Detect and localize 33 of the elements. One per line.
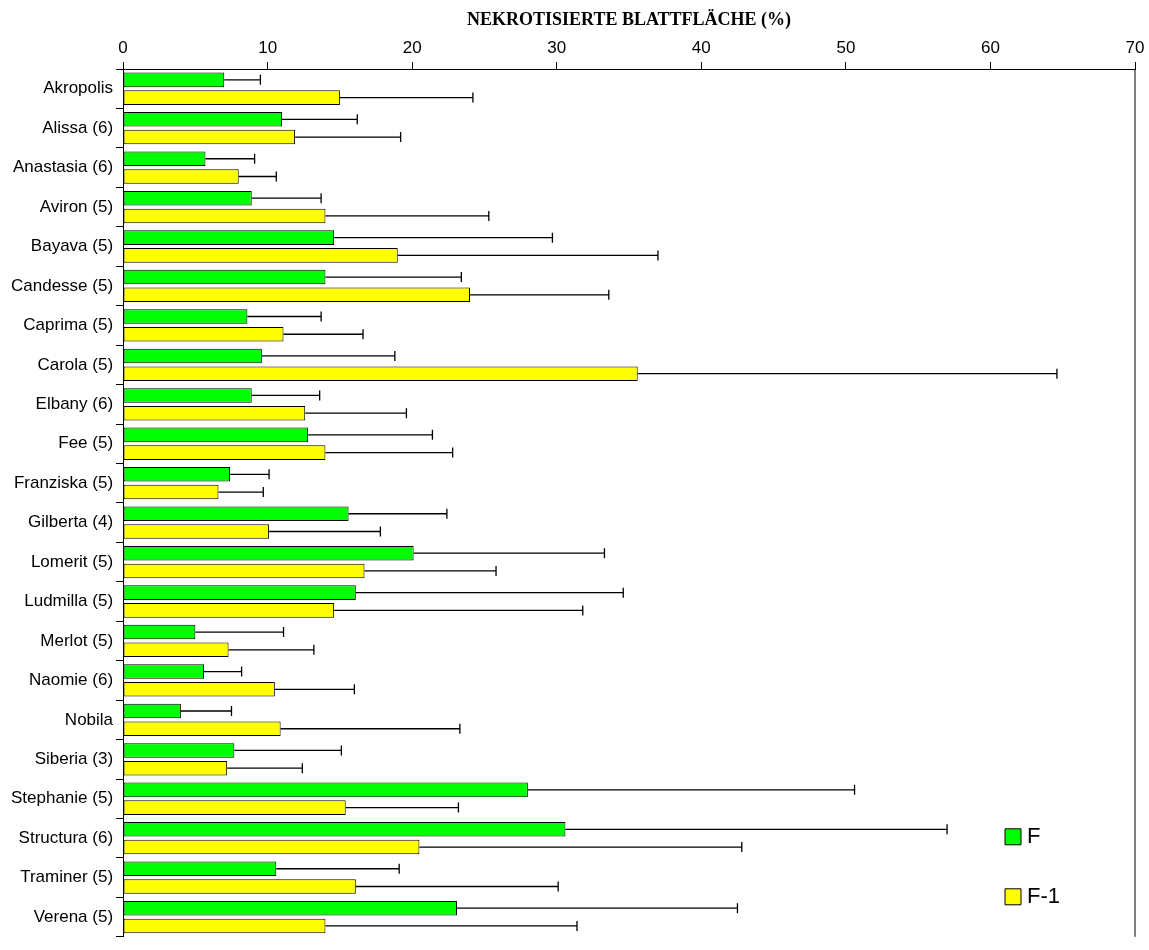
y-tick-label: Franziska (5) [13, 472, 114, 492]
y-tick-label: Nobila [64, 709, 114, 729]
x-tick-label: 20 [402, 38, 422, 58]
y-tick-label: Gilberta (4) [28, 512, 114, 532]
legend-label: F-1 [1027, 882, 1060, 908]
x-axis-title: NEKROTISIERTE BLATTFLÄCHE (%) [466, 9, 792, 31]
x-tick-label: 50 [836, 38, 856, 58]
y-tick-label: Anastasia (6) [12, 157, 114, 177]
y-tick-label: Alissa (6) [42, 117, 114, 137]
y-tick-label: Naomie (6) [28, 670, 114, 690]
y-tick-label: Siberia (3) [34, 748, 114, 768]
x-tick-label: 40 [691, 38, 711, 58]
y-tick-label: Merlot (5) [40, 630, 114, 650]
y-tick-label: Fee (5) [58, 433, 114, 453]
y-tick-label: Elbany (6) [35, 393, 114, 413]
y-tick-label: Aviron (5) [39, 196, 114, 216]
y-tick-label: Akropolis [43, 78, 114, 98]
y-tick-label: Caprima (5) [23, 315, 114, 335]
y-tick-label: Ludmilla (5) [24, 591, 114, 611]
x-tick-label: 30 [547, 38, 567, 58]
y-tick-label: Structura (6) [18, 827, 114, 847]
x-tick-label: 70 [1125, 38, 1145, 58]
x-tick-label: 60 [980, 38, 1000, 58]
y-tick-label: Bayava (5) [30, 236, 114, 256]
y-tick-label: Lomerit (5) [30, 551, 114, 571]
legend-label: F [1027, 822, 1041, 848]
x-tick-label: 10 [258, 38, 278, 58]
x-tick-label: 0 [118, 38, 128, 58]
y-tick-label: Candesse (5) [11, 275, 114, 295]
y-tick-label: Traminer (5) [20, 867, 114, 887]
y-tick-label: Verena (5) [33, 906, 114, 926]
y-tick-label: Stephanie (5) [10, 788, 114, 808]
y-tick-label: Carola (5) [37, 354, 114, 374]
